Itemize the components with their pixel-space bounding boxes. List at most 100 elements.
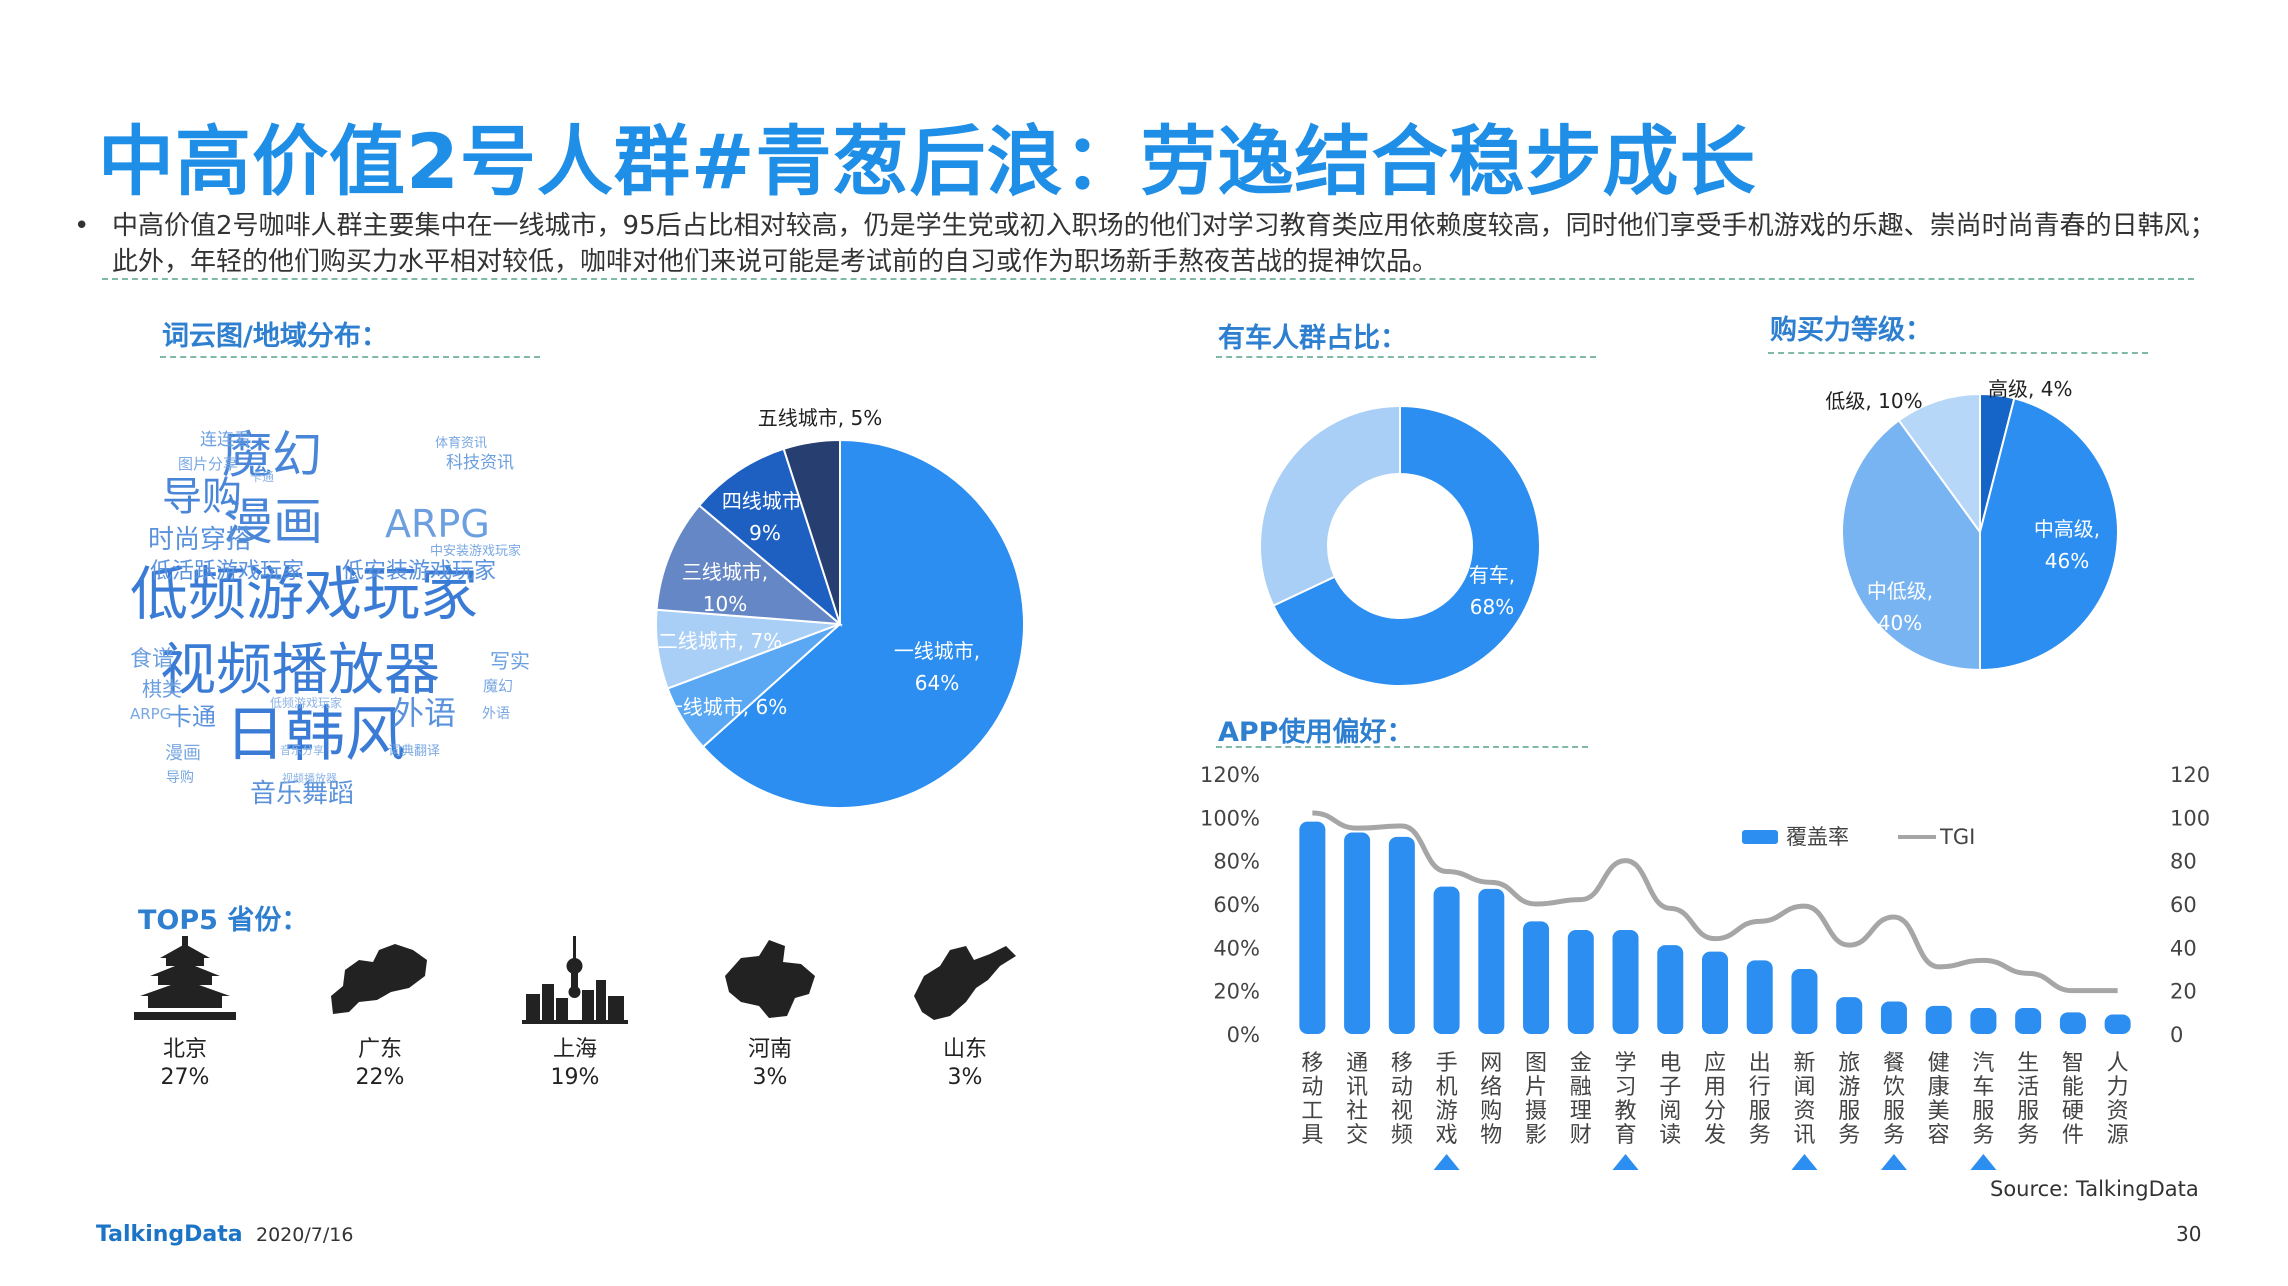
legend-bar-swatch (1742, 830, 1778, 844)
category-label: 发 (1704, 1123, 1726, 1148)
highlight-marker-icon (1612, 1154, 1639, 1170)
category-label: 件 (2062, 1123, 2084, 1148)
province-share: 3% (752, 1065, 788, 1090)
pie-value: 64% (915, 671, 959, 695)
province-name: 山东 (942, 1037, 987, 1062)
province-name: 北京 (162, 1037, 207, 1062)
category-label: 智 (2062, 1051, 2084, 1076)
category-label: 务 (1972, 1123, 1994, 1148)
category-label: 讯 (1346, 1075, 1368, 1100)
pie-slice (1979, 397, 2119, 672)
category-label: 移 (1301, 1051, 1323, 1076)
pie-label: 新一线城市, 6% (643, 695, 787, 719)
wordcloud-word: 时尚穿搭 (148, 525, 253, 555)
category-label: 力 (2107, 1075, 2129, 1100)
wordcloud-word: 音乐舞蹈 (250, 779, 355, 809)
category-label: 购 (1480, 1099, 1502, 1124)
coverage-bar (1880, 1001, 1907, 1034)
category-label: 用 (1704, 1075, 1726, 1100)
category-label: 服 (2017, 1099, 2039, 1124)
coverage-bar (2059, 1012, 2086, 1034)
legend-tgi-label: TGI (1939, 825, 1975, 849)
coverage-bar (1791, 969, 1818, 1034)
wordcloud-word: 中安装游戏玩家 (430, 544, 522, 559)
wordcloud-word: 音乐分享 (280, 744, 324, 757)
skyline-icon (495, 936, 655, 1026)
wordcloud-word: 连连看 (200, 430, 251, 450)
right-axis-tick: 40 (2170, 936, 2197, 960)
category-label: 络 (1480, 1075, 1502, 1100)
category-label: 资 (2107, 1099, 2129, 1124)
left-axis-tick: 40% (1213, 936, 1260, 960)
category-label: 务 (1838, 1123, 1860, 1148)
category-label: 餐 (1883, 1051, 1905, 1076)
category-label: 社 (1346, 1099, 1368, 1124)
left-axis-tick: 80% (1213, 850, 1260, 874)
right-axis-tick: 100 (2170, 806, 2210, 830)
province-item: 河南 3% (690, 936, 850, 1092)
wordcloud-word: 科技资讯 (446, 453, 514, 473)
wordcloud-word: 视频播放器 (282, 772, 337, 785)
left-axis-tick: 20% (1213, 980, 1260, 1004)
pie-label: 二线城市, 7% (658, 629, 782, 653)
coverage-bar (1836, 997, 1863, 1034)
guangdong-map-icon (300, 936, 460, 1026)
car-section-title: 有车人群占比： (1218, 323, 1407, 354)
left-axis-tick: 0% (1227, 1023, 1260, 1047)
category-label: 汽 (1972, 1051, 1994, 1076)
pie-label: 低级, 10% (1825, 389, 1922, 413)
category-label: 生 (2017, 1051, 2039, 1076)
wordcloud-word: 低活跃游戏玩家 (150, 559, 305, 584)
province-share: 19% (550, 1065, 600, 1090)
category-label: 车 (1972, 1075, 1994, 1100)
category-label: 闻 (1793, 1075, 1815, 1100)
category-label: 视 (1391, 1099, 1413, 1124)
category-label: 工 (1301, 1099, 1323, 1124)
pie-slice (697, 447, 843, 628)
wordcloud-word: ARPG (385, 502, 490, 546)
left-axis-tick: 60% (1213, 893, 1260, 917)
left-axis-tick: 100% (1200, 806, 1260, 830)
summary-bullet: • 中高价值2号咖啡人群主要集中在一线城市，95后占比相对较高，仍是学生党或初入… (74, 208, 2222, 280)
category-label: 子 (1659, 1075, 1681, 1100)
category-label: 容 (1928, 1123, 1950, 1148)
category-label: 手 (1436, 1051, 1458, 1076)
pie-value: 40% (1878, 611, 1922, 635)
wordcloud-word: 低安装游戏玩家 (342, 559, 497, 584)
right-axis-tick: 60 (2170, 893, 2197, 917)
wordcloud-word: 低频游戏玩家 (270, 696, 343, 710)
category-label: 分 (1704, 1099, 1726, 1124)
word-cloud: 低频游戏玩家 视频播放器 日韩风 魔幻漫画 导购 ARPG 时尚穿搭低活跃游戏玩家 低安装游戏… (130, 405, 540, 825)
wordcloud-word: 图片分享 (178, 455, 239, 473)
henan-map-icon (690, 936, 850, 1026)
category-label: 务 (1749, 1123, 1771, 1148)
talkingdata-logo: TalkingData (96, 1222, 243, 1247)
temple-icon (105, 936, 265, 1026)
category-label: 饮 (1883, 1075, 1905, 1100)
coverage-bar (2015, 1008, 2042, 1034)
wordcloud-word: 漫画 (223, 493, 323, 551)
summary-text: 中高价值2号咖啡人群主要集中在一线城市，95后占比相对较高，仍是学生党或初入职场… (112, 211, 2216, 277)
wordcloud-word: 导购 (162, 474, 242, 520)
left-axis-tick: 120% (1200, 763, 1260, 787)
province-name: 上海 (552, 1037, 597, 1062)
top5-section-title: TOP5 省份： (138, 905, 309, 936)
coverage-bar (1299, 821, 1326, 1034)
pie-label: 中低级, (1867, 579, 1933, 603)
category-label: 财 (1570, 1123, 1592, 1148)
wordcloud-word: 魔幻 (222, 426, 322, 484)
coverage-bar (1523, 921, 1550, 1034)
coverage-bar (1746, 960, 1773, 1034)
category-label: 教 (1615, 1099, 1637, 1124)
category-label: 服 (1883, 1099, 1905, 1124)
category-label: 金 (1570, 1051, 1592, 1076)
category-label: 动 (1391, 1075, 1413, 1100)
category-label: 戏 (1436, 1123, 1458, 1148)
pie-label: 有车, (1469, 563, 1515, 587)
category-label: 具 (1301, 1123, 1323, 1148)
category-label: 人 (2107, 1051, 2129, 1076)
province-item: 上海 19% (495, 936, 655, 1092)
province-share: 27% (160, 1065, 210, 1090)
category-label: 游 (1436, 1099, 1458, 1124)
wordcloud-word: 日韩风 (225, 700, 405, 770)
